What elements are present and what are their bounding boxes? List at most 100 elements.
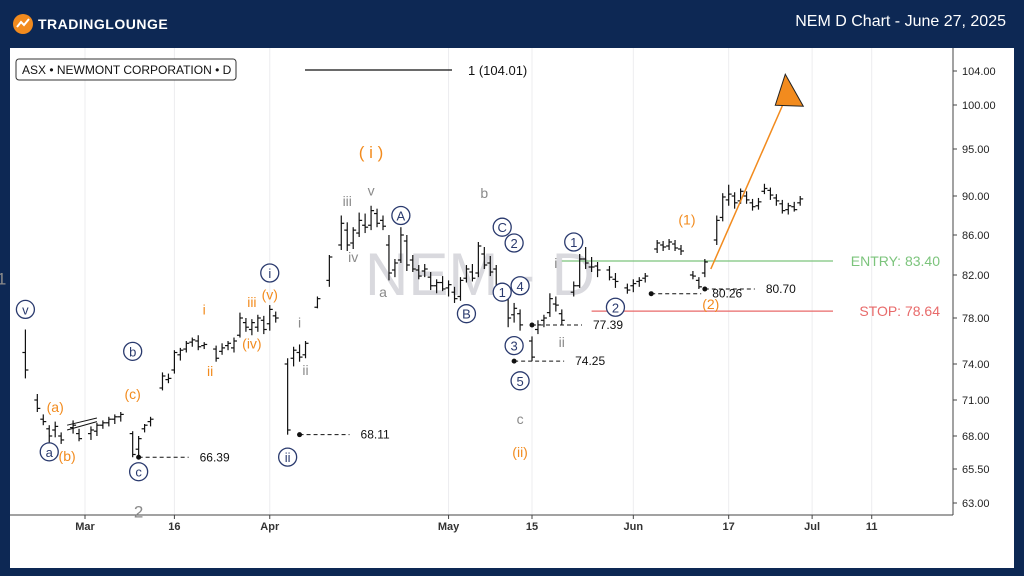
ohlc-bar — [612, 273, 619, 288]
ohlc-bar — [689, 271, 696, 280]
wave-label: 3 — [511, 339, 518, 354]
ohlc-bar — [22, 329, 29, 379]
ohlc-bar — [725, 184, 732, 206]
wave-label: 2 — [612, 300, 619, 315]
price-chart[interactable]: NEM - D Mar 16 Apr May 15 Jun 17 Jul 11 104.0010… — [0, 48, 1024, 576]
wave-label-circled: C — [492, 217, 512, 237]
ohlc-bar — [266, 305, 273, 331]
ohlc-bar — [427, 272, 434, 291]
ohlc-bar — [445, 280, 452, 297]
wave-label-circled: 4 — [510, 276, 530, 296]
ohlc-bar — [785, 202, 792, 215]
ohlc-bar — [767, 187, 774, 200]
ohlc-bar — [290, 346, 297, 367]
x-tick-label: Jul — [804, 521, 820, 533]
ohlc-bar — [159, 372, 166, 391]
wave-label: i — [203, 301, 206, 317]
ohlc-bar — [606, 266, 613, 281]
wave-label: (1) — [678, 211, 695, 227]
wave-circle — [391, 205, 411, 226]
ohlc-bar — [105, 416, 112, 427]
ohlc-bar — [457, 277, 464, 301]
ohlc-bar — [409, 255, 416, 272]
wave-label: iii — [247, 294, 256, 310]
wave-circle — [492, 217, 512, 237]
ohlc-bar — [642, 273, 649, 283]
x-tick-label: 15 — [526, 521, 538, 533]
brand-logo[interactable]: TRADINGLOUNGE — [12, 13, 168, 35]
ohlc-bar — [195, 335, 202, 351]
ohlc-bar — [117, 412, 124, 422]
y-tick-label: 95.00 — [962, 144, 990, 156]
ohlc-bar — [797, 196, 804, 206]
ohlc-bar — [302, 341, 309, 359]
wave-label: 4 — [516, 279, 523, 294]
ohlc-bar — [517, 309, 524, 331]
ohlc-bar — [344, 222, 351, 251]
wave-circle — [123, 341, 143, 362]
wave-label-circled: 1 — [564, 232, 584, 252]
level-label: 80.70 — [766, 282, 796, 296]
wave-label-circled: 3 — [504, 335, 524, 356]
ohlc-bar — [397, 227, 404, 263]
watermark: NEM - D — [365, 241, 595, 308]
ohlc-bar — [582, 247, 589, 269]
ohlc-bar — [540, 314, 547, 328]
ohlc-bar — [219, 343, 226, 355]
x-tick-label: 17 — [723, 521, 735, 533]
wave-label: a — [46, 445, 54, 460]
ohlc-bar — [558, 309, 565, 326]
ohlc-bar — [481, 247, 488, 269]
wave-label: (c) — [125, 386, 141, 402]
x-tick-label: Mar — [75, 521, 95, 533]
ohlc-bar — [773, 194, 780, 206]
ohlc-bar — [743, 191, 750, 204]
ohlc-bar — [272, 311, 279, 323]
wave-label-circled: 1 — [492, 282, 512, 302]
chart-background — [10, 48, 1014, 568]
wave-label: A — [397, 209, 406, 224]
brand-part2: LOUNGE — [105, 16, 169, 32]
wave-label: (b) — [59, 448, 76, 464]
ohlc-bar — [296, 344, 303, 362]
y-tick-label: 104.00 — [962, 66, 996, 78]
ohlc-bar — [546, 293, 553, 317]
ohlc-bar — [380, 215, 386, 231]
y-tick-label: 86.00 — [962, 230, 990, 242]
ohlc-bar — [594, 262, 601, 278]
ohlc-bar — [761, 183, 768, 195]
level-label: 68.11 — [361, 428, 390, 442]
projection-arrowhead — [774, 73, 805, 107]
ohlc-bar — [129, 431, 136, 458]
projection-line — [710, 91, 789, 270]
ohlc-bar — [576, 254, 583, 288]
ohlc-bar — [415, 265, 422, 280]
wave-label: c — [517, 411, 524, 427]
ohlc-bar — [660, 241, 667, 251]
ohlc-bar — [439, 276, 446, 292]
ohlc-bar — [529, 336, 535, 362]
wave-label-circled: c — [128, 462, 149, 482]
ohlc-bar — [534, 320, 541, 335]
wave-circle — [564, 232, 584, 252]
ohlc-bar — [672, 240, 679, 251]
wave-label-circled: A — [391, 205, 411, 226]
y-axis: 104.00 100.00 95.00 90.00 86.00 82.00 78.00 74.… — [953, 66, 996, 510]
wave-circle — [605, 297, 626, 317]
wave-label: 1 — [499, 285, 506, 300]
ohlc-bar — [719, 193, 726, 222]
wave-label: (a) — [47, 399, 64, 415]
ohlc-bar — [374, 208, 381, 228]
wave-label: i — [268, 266, 271, 281]
ohlc-bar — [165, 373, 172, 384]
ohlc-bar — [254, 314, 261, 332]
ohlc-bar — [338, 215, 345, 250]
ohlc-bar — [403, 235, 410, 271]
ohlc-bar — [678, 245, 684, 255]
chart-title: NEM D Chart - June 27, 2025 — [795, 13, 1006, 30]
x-tick-label: Jun — [624, 521, 644, 533]
ohlc-bar — [469, 264, 476, 282]
x-tick-label: Apr — [260, 521, 280, 533]
level-label: 77.39 — [593, 318, 623, 332]
